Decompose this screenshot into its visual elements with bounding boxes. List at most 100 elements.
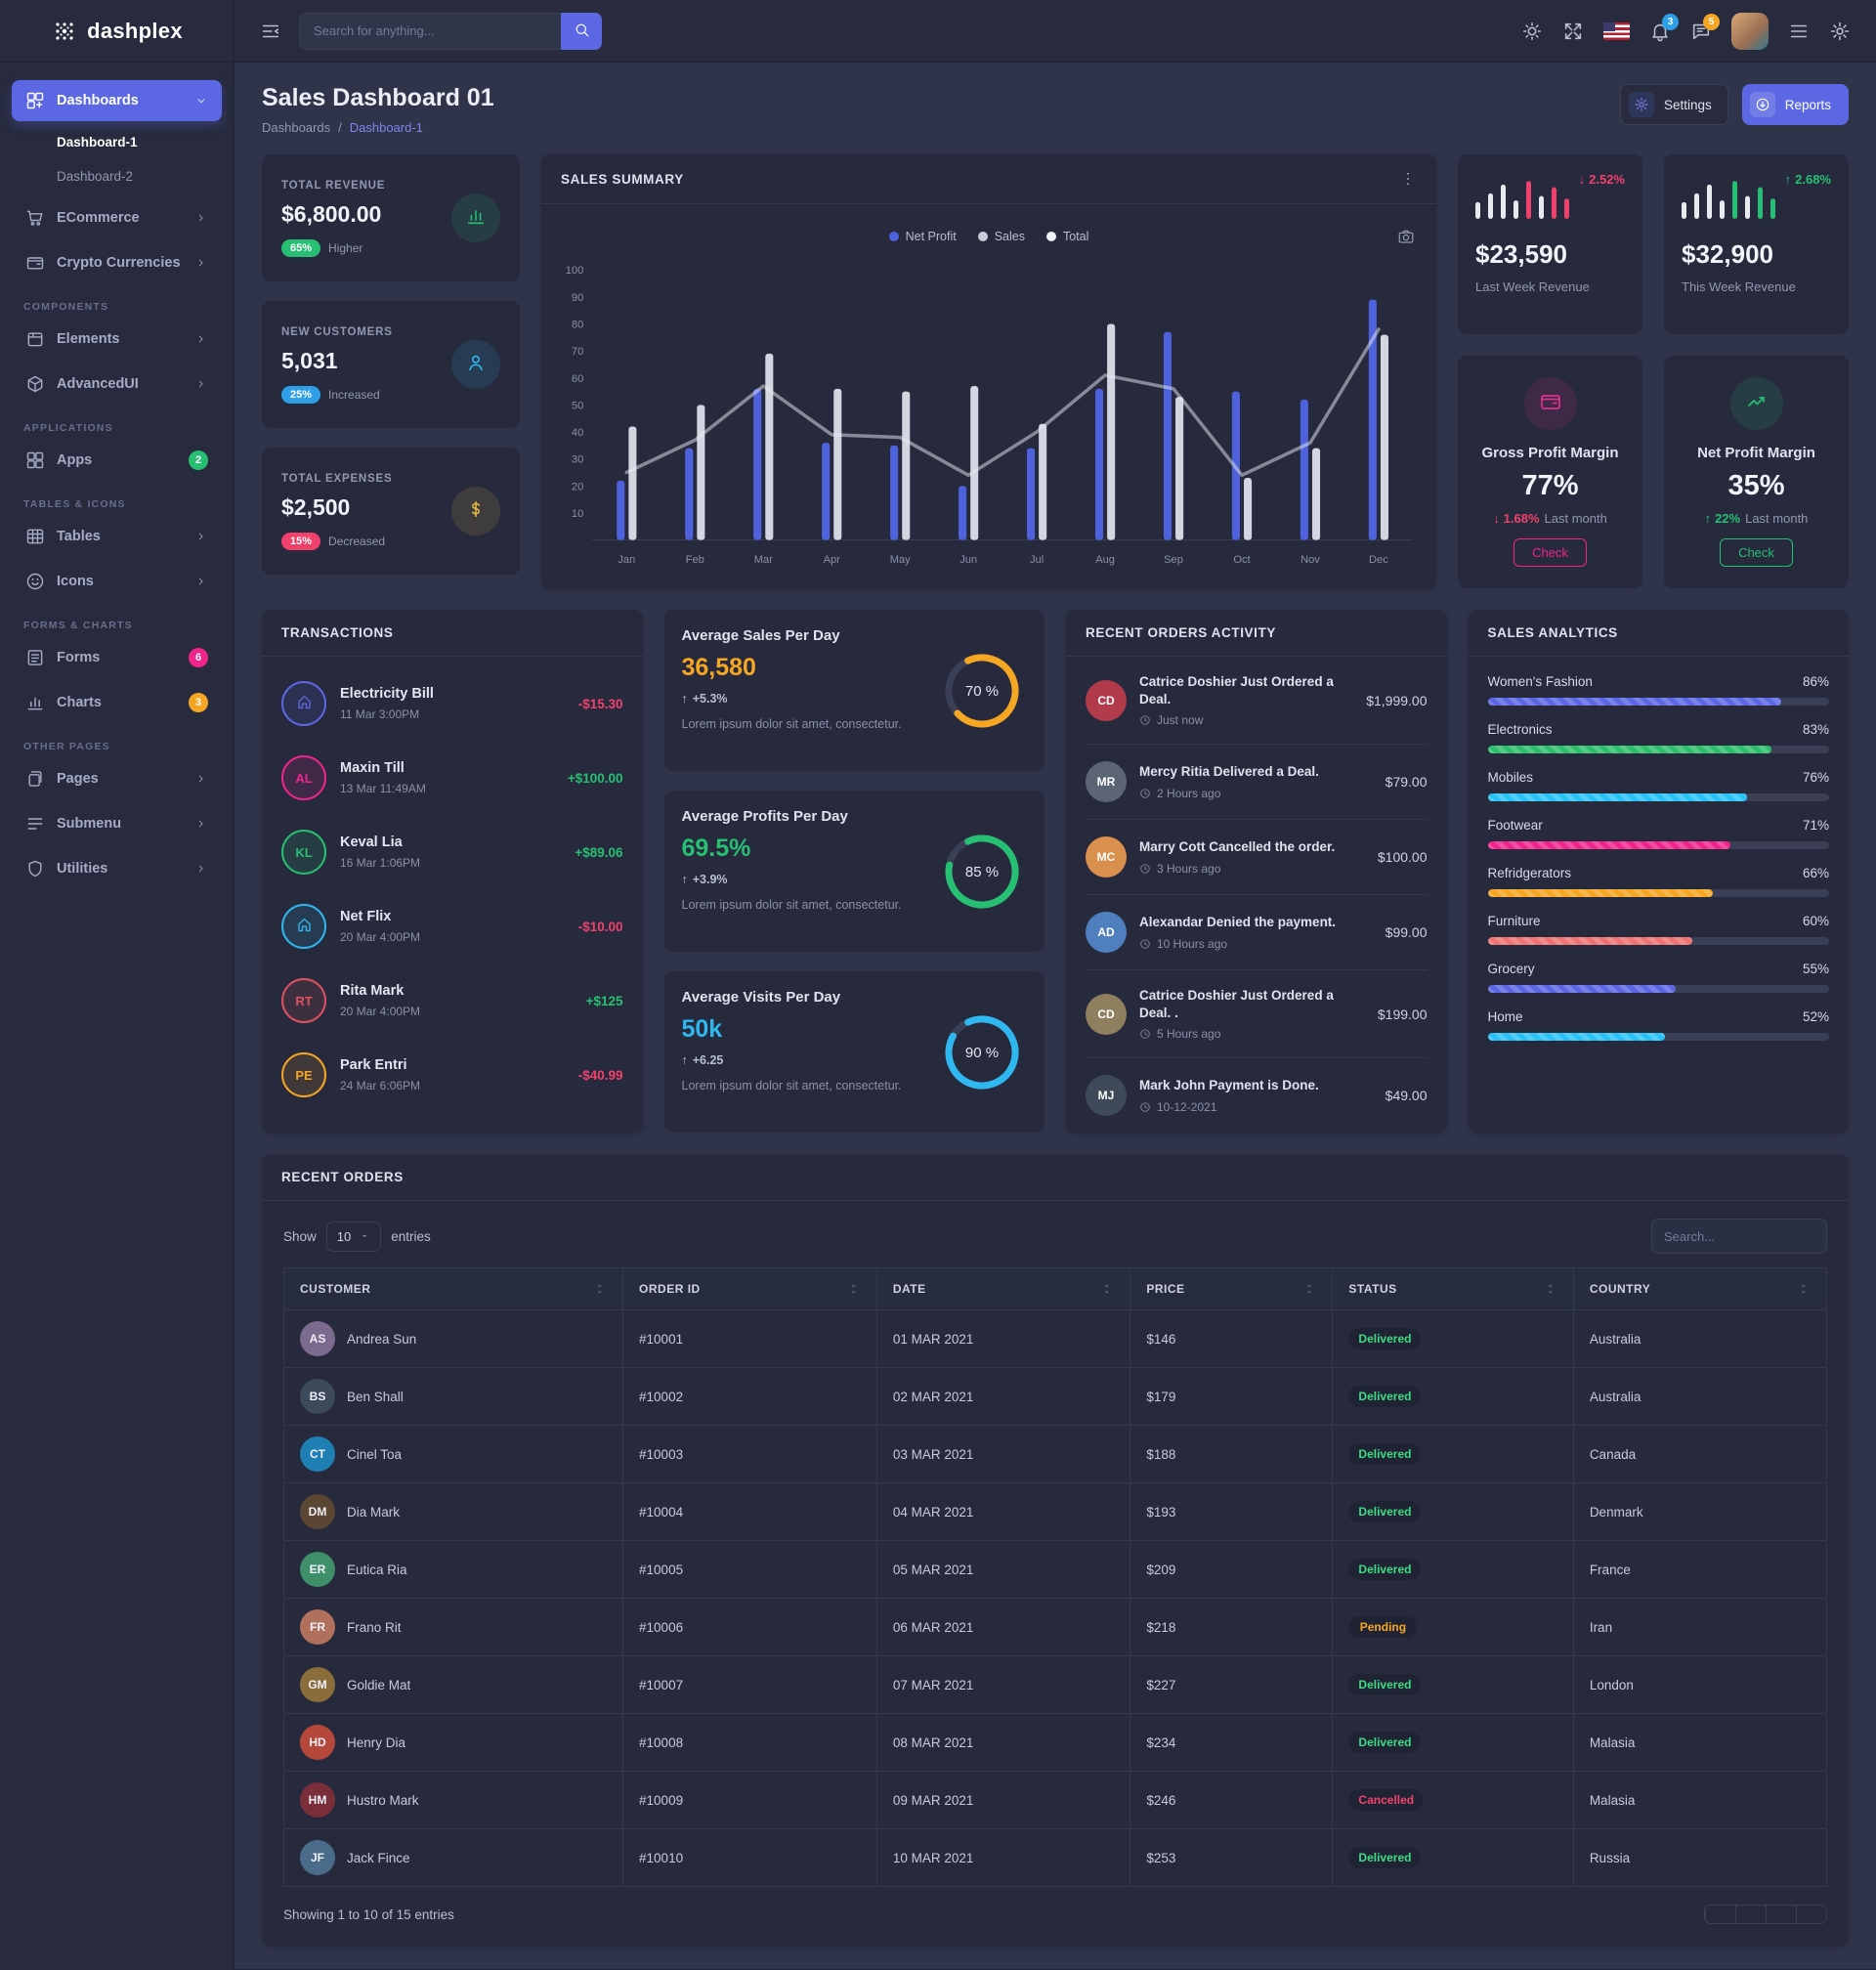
settings-button[interactable]: Settings [1619,84,1728,125]
sidebar-item-ecommerce[interactable]: ECommerce [12,197,222,238]
sidebar-item-tables[interactable]: Tables [12,516,222,557]
orders-activity-list: CD Catrice Doshier Just Ordered a Deal. … [1066,657,1447,1133]
order-date: 02 MAR 2021 [875,1367,1131,1427]
language-flag-us[interactable] [1603,21,1630,40]
activity-row[interactable]: CD Catrice Doshier Just Ordered a Deal. … [1086,657,1428,746]
header-actions: Settings Reports [1619,84,1849,125]
table-column-header[interactable]: PRICE [1130,1267,1334,1311]
sidebar-item-charts[interactable]: Charts 3 [12,682,222,723]
breadcrumb-root[interactable]: Dashboards [262,120,331,135]
theme-toggle-icon[interactable] [1521,21,1543,42]
fullscreen-icon[interactable] [1562,21,1584,42]
user-avatar[interactable] [1731,12,1769,50]
transaction-row[interactable]: KL Keval Lia 16 Mar 1:06PM +$89.06 [281,815,623,889]
sidebar-item-pages[interactable]: Pages [12,758,222,799]
sort-icon[interactable] [593,1282,607,1296]
sort-icon[interactable] [847,1282,861,1296]
table-column-header[interactable]: ORDER ID [622,1267,877,1311]
reports-button[interactable]: Reports [1741,84,1849,125]
table-row[interactable]: BS Ben Shall #10002 02 MAR 2021 $179 Del… [282,1367,1828,1427]
sidebar-item-utilities[interactable]: Utilities [12,848,222,889]
table-row[interactable]: FR Frano Rit #10006 06 MAR 2021 $218 Pen… [282,1598,1828,1657]
sidebar-item-label: Pages [57,771,99,787]
stat-card: TOTAL REVENUE $6,800.00 65% Higher [262,154,520,281]
clock-icon [1139,1101,1151,1113]
table-row[interactable]: HD Henry Dia #10008 08 MAR 2021 $234 Del… [282,1713,1828,1773]
sort-icon[interactable] [1544,1282,1557,1296]
search-button[interactable] [561,12,602,50]
sidebar-item-crypto-currencies[interactable]: Crypto Currencies [12,242,222,283]
recent-orders-card: RECENT ORDERS Show 10 entries [262,1154,1849,1947]
legend-dot [977,232,988,241]
activity-row[interactable]: AD Alexandar Denied the payment. 10 Hour… [1086,895,1428,971]
transaction-row[interactable]: PE Park Entri 24 Mar 6:06PM -$40.99 [281,1038,623,1112]
sidebar-item-submenu[interactable]: Submenu [12,803,222,844]
camera-export-icon[interactable] [1397,228,1415,245]
messages-icon[interactable]: 5 [1690,13,1720,42]
table-row[interactable]: CT Cinel Toa #10003 03 MAR 2021 $188 Del… [282,1425,1828,1484]
table-row[interactable]: GM Goldie Mat #10007 07 MAR 2021 $227 De… [282,1655,1828,1715]
search-input[interactable] [299,12,561,50]
sidebar-item-label: Elements [57,331,120,347]
average-delta: ↑ +3.9% [681,873,728,887]
check-button[interactable]: Check [1514,538,1587,567]
table-row[interactable]: HM Hustro Mark #10009 09 MAR 2021 $246 C… [282,1771,1828,1830]
analytics-row: Refridgerators 66% [1487,866,1829,897]
sidebar-subitem-dashboard-1[interactable]: Dashboard-1 [57,135,138,150]
activity-row[interactable]: CD Catrice Doshier Just Ordered a Deal. … [1086,970,1428,1059]
check-button[interactable]: Check [1720,538,1793,567]
stat-icon [451,193,500,242]
sidebar-toggle-icon[interactable] [260,21,281,42]
pagination-button[interactable] [1796,1906,1826,1924]
table-row[interactable]: DM Dia Mark #10004 04 MAR 2021 $193 Deli… [282,1482,1828,1542]
sidebar-item-apps[interactable]: Apps 2 [12,440,222,481]
table-row[interactable]: AS Andrea Sun #10001 01 MAR 2021 $146 De… [282,1309,1828,1369]
legend-item[interactable]: Net Profit [888,230,957,243]
activity-row[interactable]: MC Marry Cott Cancelled the order. 3 Hou… [1086,820,1428,896]
transaction-row[interactable]: AL Maxin Till 13 Mar 11:49AM +$100.00 [281,741,623,815]
table-column-header[interactable]: STATUS [1332,1267,1574,1311]
table-column-header[interactable]: COUNTRY [1572,1267,1828,1311]
logo[interactable]: dashplex [0,0,234,63]
sidebar-subitem-dashboard-2[interactable]: Dashboard-2 [57,169,134,184]
sidebar-item-dashboards[interactable]: Dashboards [12,80,222,121]
more-options-icon[interactable] [1399,170,1417,188]
sort-icon[interactable] [1302,1282,1316,1296]
activity-row[interactable]: MR Mercy Ritia Delivered a Deal. 2 Hours… [1086,745,1428,821]
entries-per-page-select[interactable]: 10 [325,1221,382,1252]
legend-item[interactable]: Total [1045,230,1089,243]
sort-icon[interactable] [1797,1282,1811,1296]
table-search-input[interactable] [1651,1219,1827,1255]
table-row[interactable]: JF Jack Fince #10010 10 MAR 2021 $253 De… [282,1828,1828,1888]
settings-gear-icon[interactable] [1829,21,1851,42]
status-badge: Delivered [1348,1328,1422,1350]
table-header-row: CUSTOMER ORDER ID [282,1267,1828,1311]
stat-note: Decreased [328,534,386,548]
sidebar-item-advancedui[interactable]: AdvancedUI [12,364,222,405]
table-column-header[interactable]: DATE [875,1267,1131,1311]
transaction-row[interactable]: RT Rita Mark 20 Mar 4:00PM +$125 [281,964,623,1038]
pagination-button[interactable] [1705,1906,1735,1924]
table-column-header[interactable]: CUSTOMER [282,1267,624,1311]
margin-title: Gross Profit Margin [1481,445,1619,461]
caret-down-icon [359,1230,370,1242]
svg-text:Oct: Oct [1233,554,1250,566]
pagination-button[interactable] [1766,1906,1796,1924]
pagination-button[interactable] [1735,1906,1766,1924]
analytics-percent: 76% [1802,770,1829,785]
table-row[interactable]: ER Eutica Ria #10005 05 MAR 2021 $209 De… [282,1540,1828,1600]
transaction-time: 20 Mar 4:00PM [340,930,421,944]
legend-item[interactable]: Sales [977,230,1025,243]
sidebar-item-forms[interactable]: Forms 6 [12,637,222,678]
sidebar-item-icons[interactable]: Icons [12,561,222,602]
notifications-bell-icon[interactable]: 3 [1649,13,1679,42]
stat-badge: 25% [281,385,321,404]
legend-label: Total [1062,230,1089,243]
sidebar-item-elements[interactable]: Elements [12,319,222,360]
apps-menu-icon[interactable] [1788,21,1810,42]
transaction-row[interactable]: Electricity Bill 11 Mar 3:00PM -$15.30 [281,666,623,741]
analytics-label: Refridgerators [1487,866,1572,880]
transaction-row[interactable]: Net Flix 20 Mar 4:00PM -$10.00 [281,889,623,964]
activity-row[interactable]: MJ Mark John Payment is Done. 10-12-2021… [1086,1058,1428,1133]
sort-icon[interactable] [1100,1282,1114,1296]
